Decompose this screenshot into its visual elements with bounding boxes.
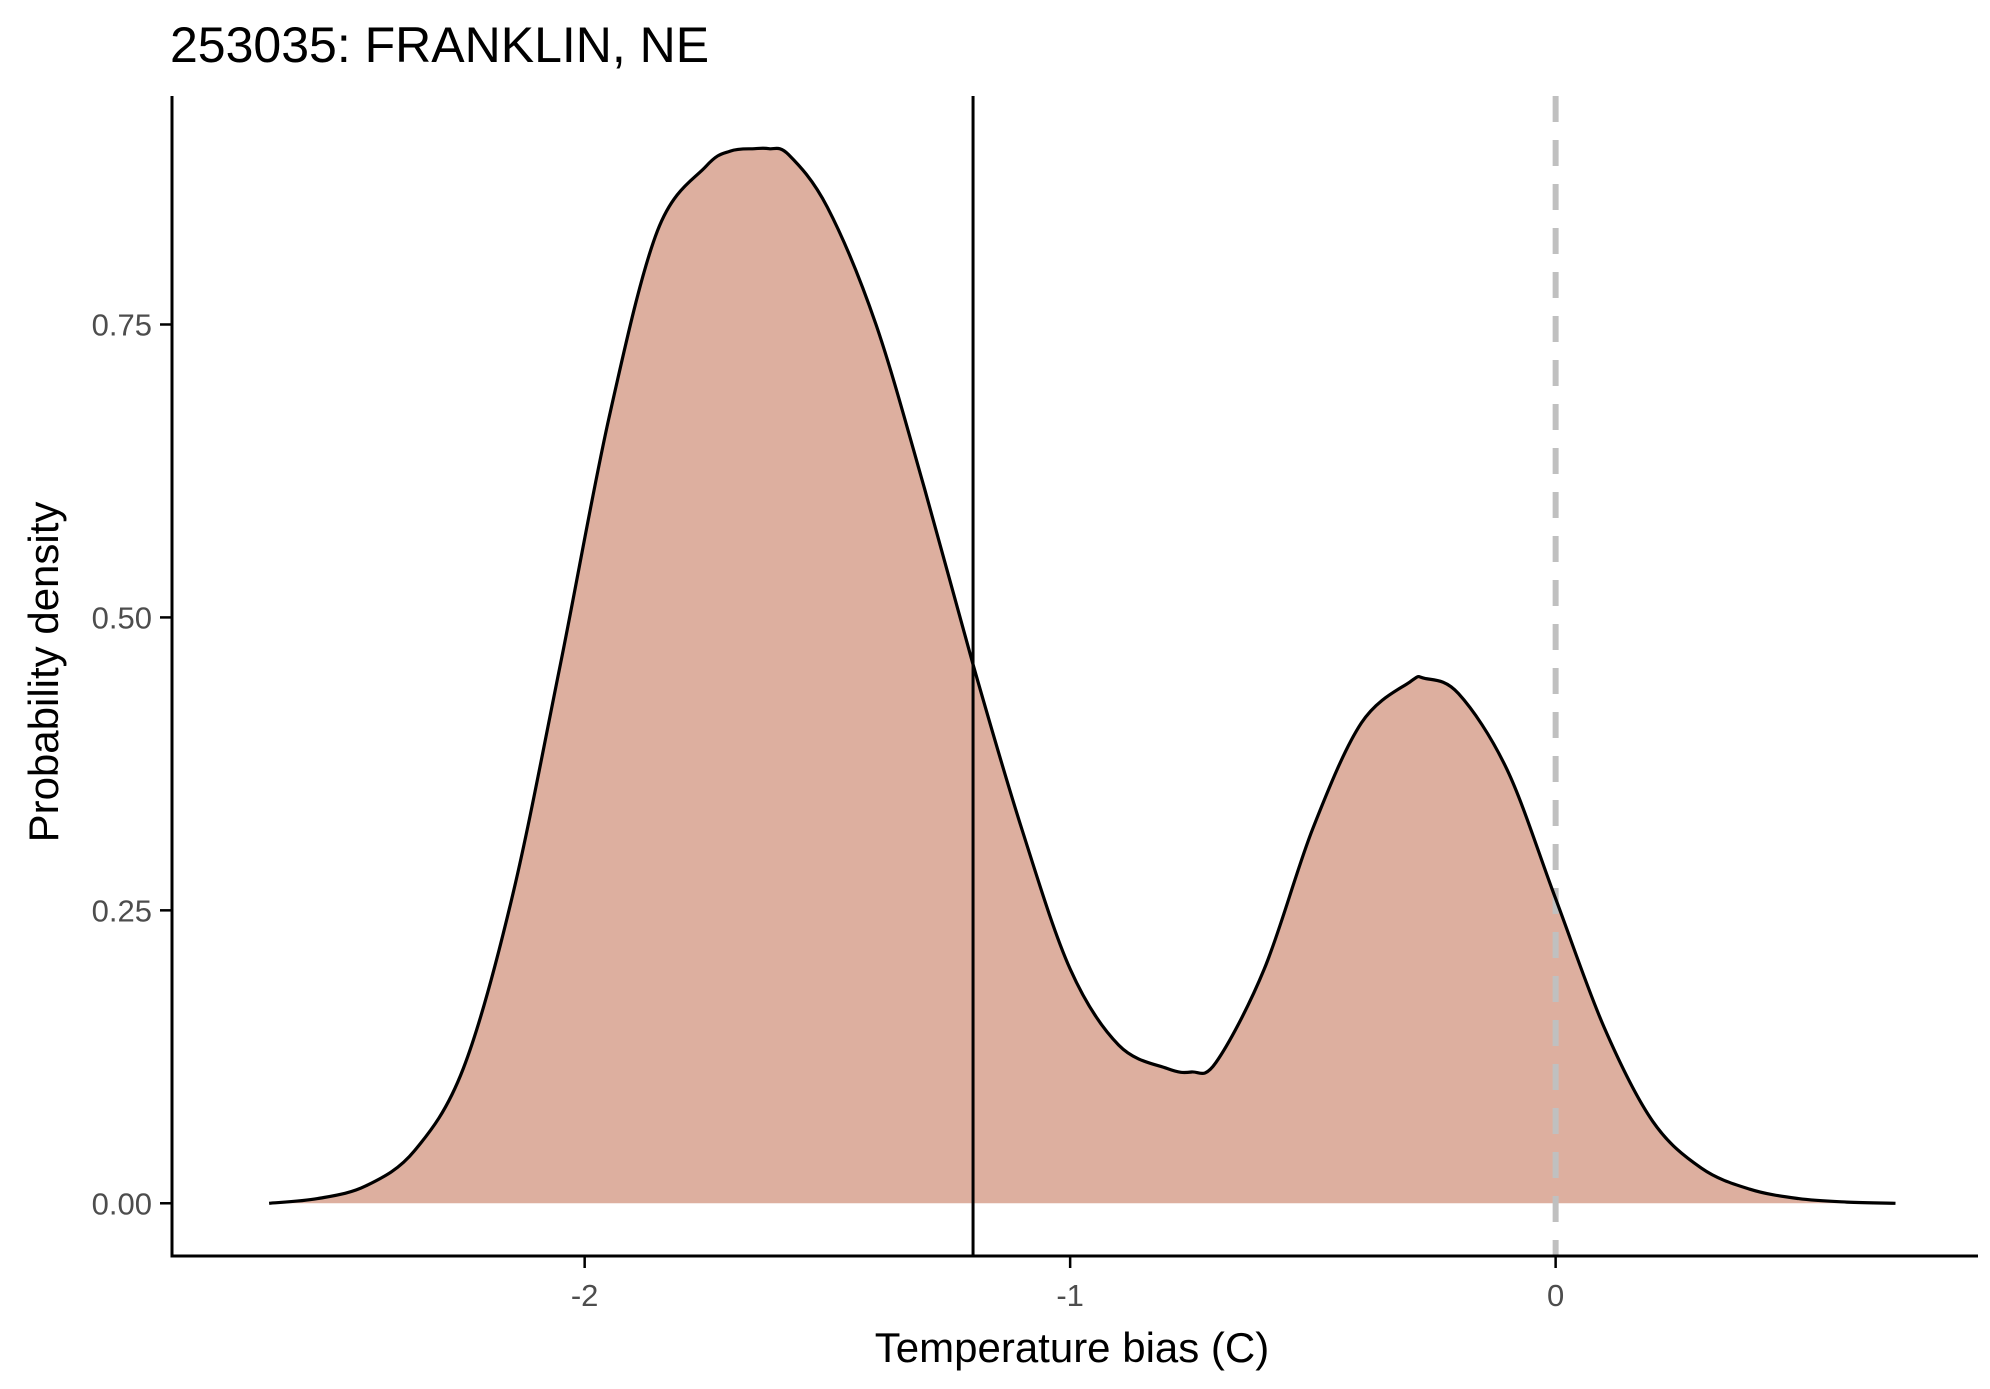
x-tick-label: 0	[1547, 1278, 1564, 1313]
y-axis-label: Probability density	[20, 502, 67, 843]
x-tick-label: -2	[571, 1278, 599, 1313]
y-tick-label: 0.25	[92, 893, 152, 928]
y-tick-label: 0.50	[92, 600, 152, 635]
x-tick-label: -1	[1056, 1278, 1084, 1313]
density-curve	[268, 146, 1896, 1205]
y-tick-label: 0.75	[92, 307, 152, 342]
chart-title: 253035: FRANKLIN, NE	[170, 17, 709, 73]
density-area	[269, 148, 1896, 1204]
plot-area	[268, 96, 1896, 1256]
axes: -2 -1 0 0.00 0.25 0.50 0.75	[92, 96, 1978, 1313]
x-axis-label: Temperature bias (C)	[875, 1324, 1269, 1371]
y-tick-label: 0.00	[92, 1186, 152, 1221]
